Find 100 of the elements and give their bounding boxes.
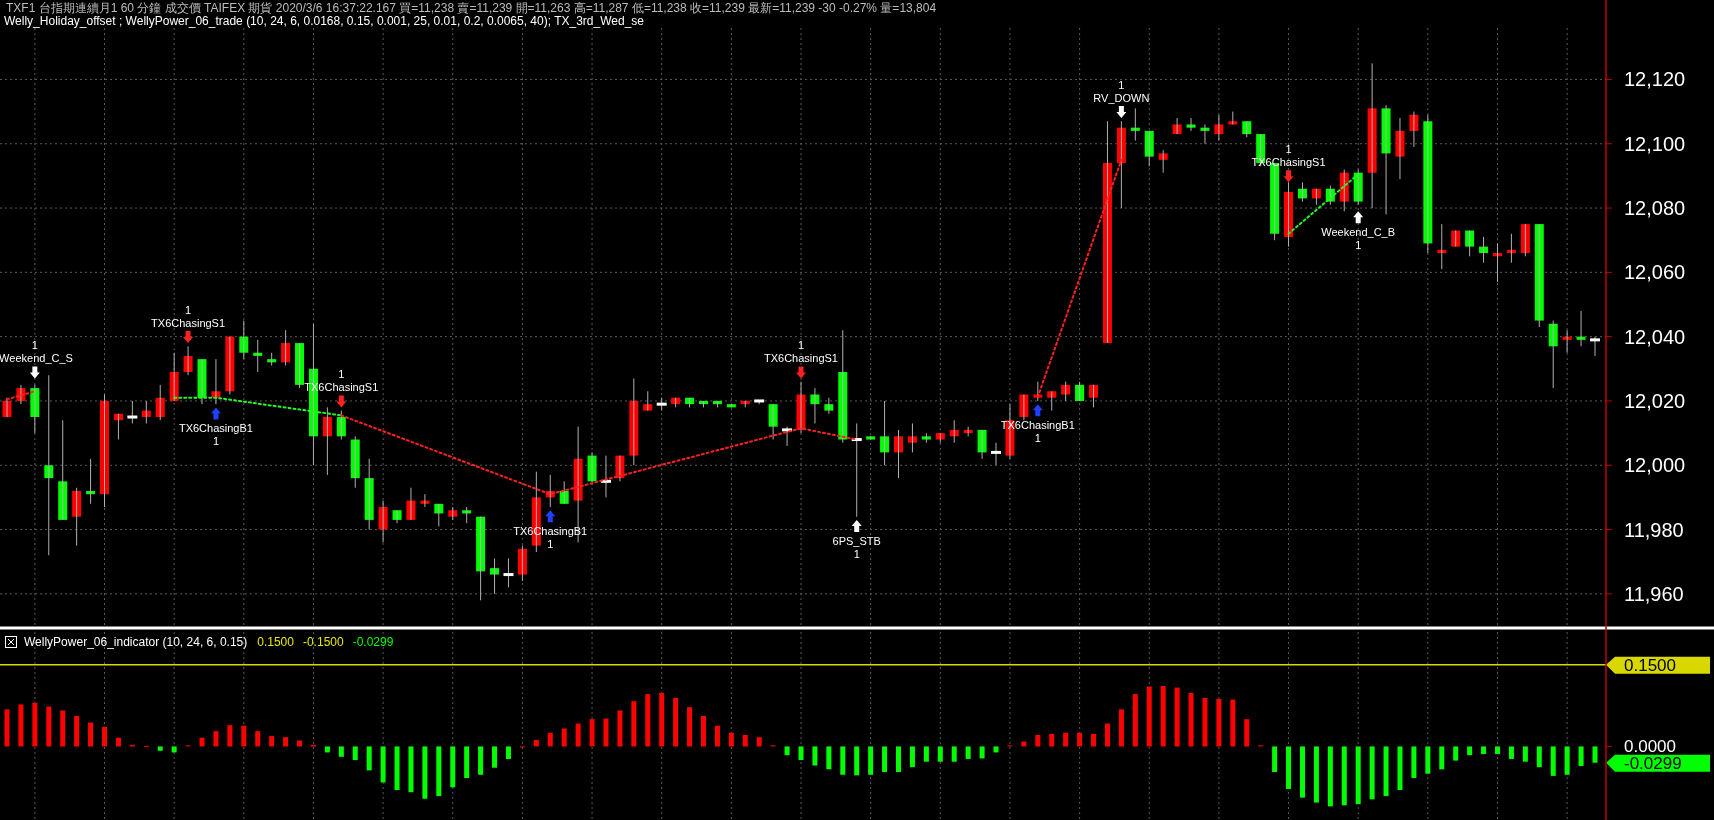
y-tick-label: 12,040 [1624, 325, 1686, 348]
bar [742, 734, 748, 747]
annotation: TX6ChasingS1 [764, 352, 838, 365]
bar [408, 746, 414, 793]
bar [1146, 686, 1152, 747]
y-tick-label: 12,000 [1624, 454, 1686, 477]
bar [645, 694, 651, 747]
annotation: 1 [853, 547, 860, 560]
bar [1508, 746, 1514, 759]
bar [882, 746, 888, 773]
annotation: TX6ChasingB1 [178, 422, 253, 435]
bar [1341, 746, 1347, 806]
bar [1564, 746, 1570, 775]
candlestick [991, 442, 1002, 466]
bar [1091, 733, 1097, 747]
candlestick [1047, 390, 1057, 412]
bar [909, 746, 915, 768]
annotation: Weekend_C_S [0, 352, 73, 365]
bar [617, 710, 623, 747]
bar [171, 746, 177, 753]
bar [826, 746, 832, 770]
candlestick [782, 426, 793, 447]
candlestick [907, 422, 917, 453]
bar [784, 746, 790, 756]
annotation: 1 [1034, 432, 1041, 445]
bar [1327, 746, 1333, 807]
bar [868, 746, 874, 775]
annotation: 1 [797, 339, 805, 352]
bar [1286, 746, 1292, 789]
annotation: 1 [212, 435, 220, 448]
candlestick [1061, 381, 1071, 402]
bar [965, 746, 971, 759]
bar [812, 746, 818, 766]
y-tick-label: 12,060 [1624, 261, 1686, 284]
bar [1049, 733, 1055, 747]
bar [1453, 746, 1459, 761]
y-tick-label: 12,080 [1624, 197, 1686, 220]
bar [603, 718, 609, 747]
bar [561, 728, 567, 747]
bar [756, 737, 762, 747]
bar [951, 746, 957, 762]
annotation: 1 [1355, 239, 1362, 252]
y-tick-label: 11,960 [1624, 582, 1684, 605]
bar [1383, 746, 1389, 797]
bar [1397, 746, 1403, 791]
bar [478, 746, 484, 775]
bar [380, 746, 386, 783]
candlestick [58, 419, 68, 521]
candlestick [1186, 117, 1196, 132]
bar [366, 746, 372, 771]
bar [1202, 697, 1208, 747]
bar [1592, 746, 1598, 763]
bar [673, 697, 679, 747]
chart-title: WellyPower_06_indicator (10, 24, 6, 0.15) [24, 635, 248, 649]
annotation: 1 [338, 368, 345, 381]
bar [1299, 746, 1305, 798]
bar [979, 746, 985, 759]
annotation: TX6ChasingS1 [151, 317, 226, 330]
bar [115, 737, 121, 747]
bar [854, 746, 860, 776]
candlestick [1089, 384, 1099, 408]
bar [1160, 685, 1166, 747]
bar [533, 739, 539, 747]
annotation: Weekend_C_B [1321, 226, 1396, 239]
annotation: 1 [1118, 79, 1125, 92]
annotation: -0.0299 [352, 635, 394, 649]
chart-title: TXF1 台指期連續月1 60 分鐘 成交價 TAIFEX 期貨 2020/3/6 16:37:22.167 買=11,238 賣=11,239 開=11,263 高=11,287 低=11,238 收=11,239 最新=11,239 -30 -0.27% 量=13,804 [6, 1, 937, 15]
bar [450, 746, 456, 788]
bar [297, 740, 303, 747]
candlestick [1242, 120, 1252, 138]
annotation: 1 [1285, 143, 1292, 156]
annotation: 1 [31, 339, 38, 352]
candlestick [490, 557, 500, 595]
bar [1132, 694, 1138, 747]
bar [227, 725, 233, 747]
bar [255, 731, 261, 747]
y-tick-label: 12,120 [1624, 68, 1686, 91]
bar [1230, 699, 1236, 747]
bar [492, 746, 498, 768]
bar [1035, 734, 1041, 747]
bar [199, 737, 205, 747]
bar [283, 737, 289, 747]
bar [1313, 746, 1319, 803]
bar [394, 746, 400, 791]
candlestick [866, 435, 876, 441]
bar [923, 746, 929, 762]
bar [422, 746, 428, 799]
bar [1244, 719, 1250, 747]
bar [1104, 723, 1110, 747]
bar [324, 746, 330, 753]
candlestick [72, 487, 82, 547]
bar [18, 704, 24, 747]
candlestick [1144, 130, 1154, 167]
y-tick-label: 12,100 [1624, 132, 1686, 155]
bar [60, 710, 66, 747]
bar [1369, 746, 1375, 800]
bar [241, 725, 247, 747]
bar [505, 746, 511, 759]
bar [1536, 746, 1542, 768]
bar [1063, 732, 1069, 747]
